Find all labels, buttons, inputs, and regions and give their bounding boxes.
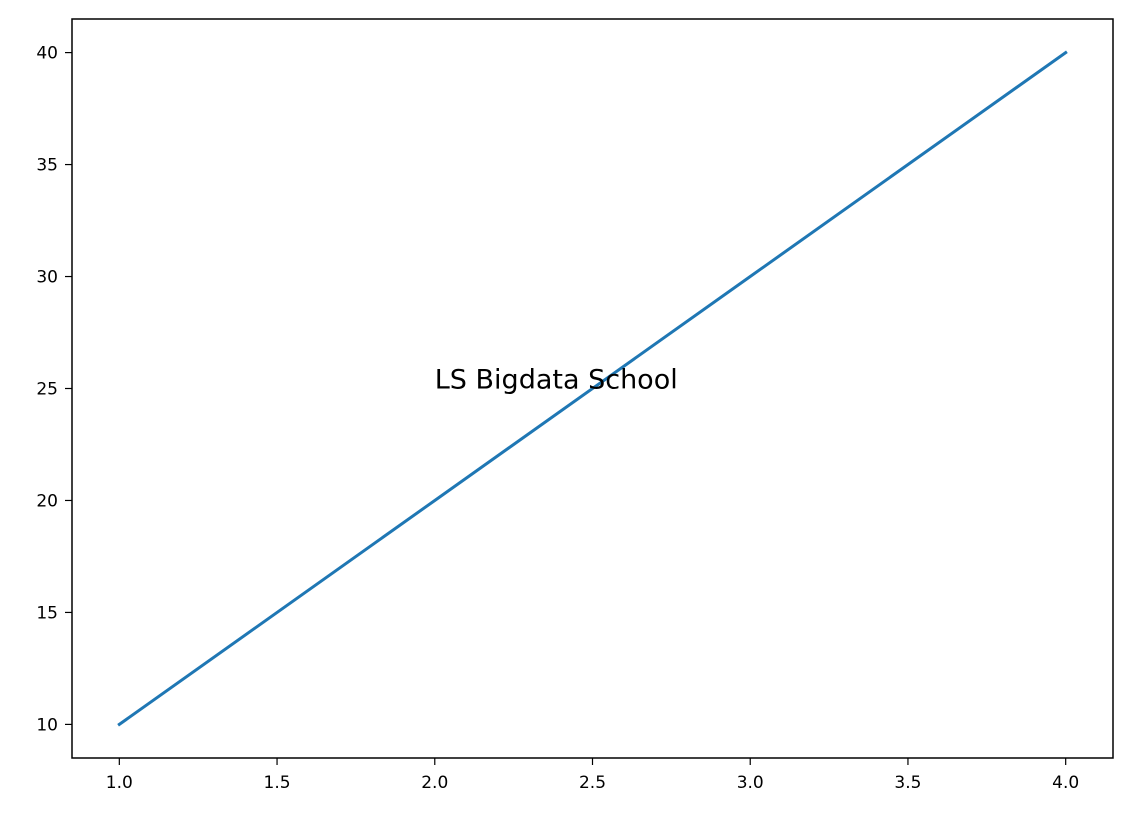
x-tick-label: 1.5: [264, 773, 291, 793]
y-tick-label: 40: [36, 44, 58, 64]
y-tick-label: 10: [36, 715, 58, 735]
x-tick-label: 3.0: [737, 773, 764, 793]
y-tick-label: 35: [36, 156, 58, 176]
x-axis: 1.0 1.5 2.0 2.5 3.0 3.5 4.0: [106, 758, 1079, 793]
x-tick-label: 4.0: [1052, 773, 1079, 793]
y-tick-label: 30: [36, 268, 58, 288]
y-tick-label: 15: [36, 603, 58, 623]
chart-annotation: LS Bigdata School: [435, 365, 678, 396]
series-line-0: [117, 50, 1068, 727]
series-layer: [117, 50, 1068, 727]
annotation-layer: LS Bigdata School: [435, 365, 678, 396]
y-tick-label: 20: [36, 491, 58, 511]
y-tick-label: 25: [36, 380, 58, 400]
y-axis: 10 15 20 25 30 35 40: [36, 44, 72, 735]
x-tick-label: 3.5: [894, 773, 921, 793]
x-tick-label: 2.0: [421, 773, 448, 793]
x-tick-label: 2.5: [579, 773, 606, 793]
x-tick-label: 1.0: [106, 773, 133, 793]
